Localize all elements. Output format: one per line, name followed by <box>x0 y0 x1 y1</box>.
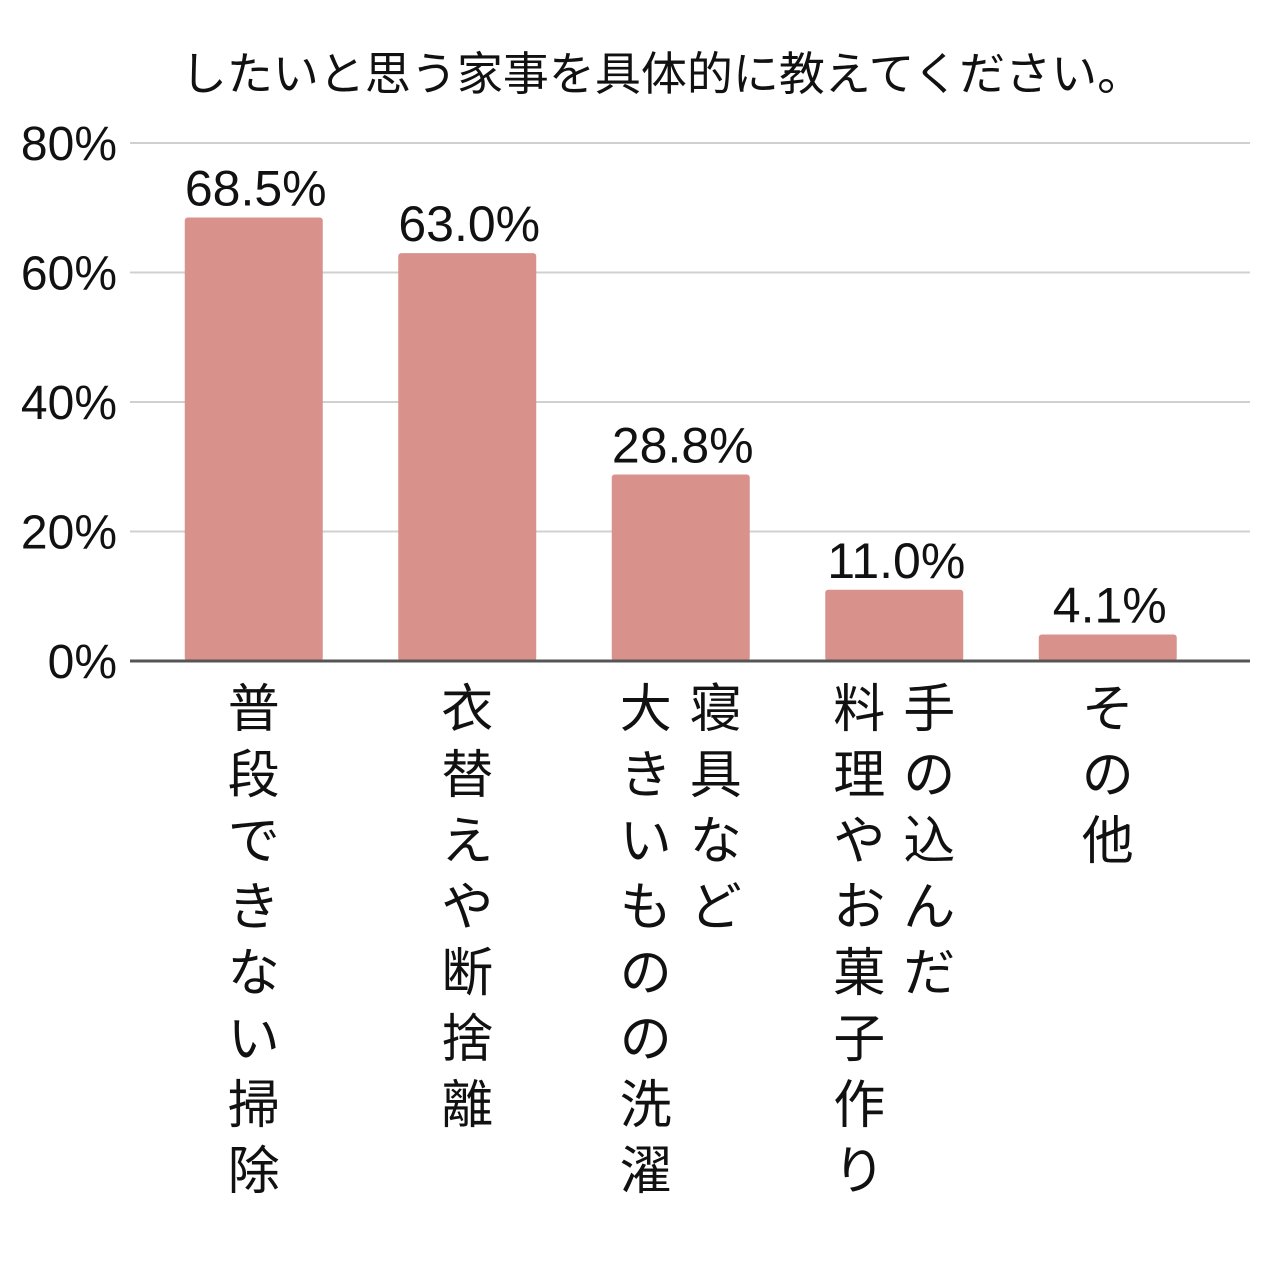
bars <box>184 217 1177 661</box>
category-label-char: き <box>228 878 280 938</box>
category-label-char: 込 <box>903 812 955 872</box>
category-label-char: の <box>1082 746 1134 806</box>
category-label-char: 普 <box>228 680 280 740</box>
bar <box>184 217 323 661</box>
category-label-char: 子 <box>833 1010 885 1070</box>
category-label: その他 <box>1082 680 1134 872</box>
category-label-char: い <box>228 1010 280 1070</box>
category-label-char: や <box>441 878 493 938</box>
category-label-char: で <box>228 812 280 872</box>
category-label-char: 料 <box>833 680 885 740</box>
category-label-char: り <box>833 1142 885 1202</box>
category-label-char: 作 <box>833 1076 885 1136</box>
category-label-char: な <box>690 812 742 872</box>
data-label: 4.1% <box>1053 577 1167 633</box>
category-label-char: い <box>620 812 672 872</box>
category-label-char: 衣 <box>441 680 493 740</box>
category-label-char: 除 <box>228 1142 280 1202</box>
category-label-char: 理 <box>833 746 885 806</box>
bar <box>825 589 964 661</box>
category-label-char: 菓 <box>833 944 885 1004</box>
data-label: 63.0% <box>398 196 540 252</box>
category-label-char: 大 <box>620 680 672 740</box>
category-label-char: な <box>228 944 280 1004</box>
y-tick-label: 0% <box>48 636 117 689</box>
data-label: 68.5% <box>185 160 327 216</box>
y-tick-label: 80% <box>21 118 117 171</box>
category-label-char: の <box>620 1010 672 1070</box>
bar <box>611 474 750 661</box>
category-label-char: 離 <box>441 1076 493 1136</box>
bar <box>1038 634 1177 661</box>
category-label-char: 寝 <box>690 680 742 740</box>
category-label-char: え <box>441 812 493 872</box>
value-labels: 68.5% 63.0% 28.8% 11.0% 4.1% <box>185 160 1167 633</box>
category-label-char: 替 <box>441 746 493 806</box>
y-tick-label: 60% <box>21 248 117 301</box>
category-label-char: き <box>620 746 672 806</box>
category-label-char: 捨 <box>441 1010 493 1070</box>
category-label-char: 他 <box>1082 812 1134 872</box>
category-label-char: ん <box>903 878 955 938</box>
y-tick-label: 40% <box>21 377 117 430</box>
category-labels: 普段できない掃除衣替えや断捨離寝具など大きいものの洗濯手の込んだ料理やお菓子作り… <box>228 680 1134 1202</box>
category-label-char: そ <box>1082 680 1134 740</box>
chart-title: したいと思う家事を具体的に教えてください。 <box>181 47 1143 101</box>
category-label-char: 洗 <box>620 1076 672 1136</box>
category-label-char: や <box>833 812 885 872</box>
category-label-char: 段 <box>228 746 280 806</box>
category-label-char: お <box>833 878 885 938</box>
data-label: 28.8% <box>612 418 754 474</box>
category-label-char: 断 <box>441 944 493 1004</box>
category-label-char: の <box>620 944 672 1004</box>
y-tick-label: 20% <box>21 507 117 560</box>
y-axis-ticks: 0% 20% 40% 60% 80% <box>21 118 117 689</box>
category-label-char: 濯 <box>620 1142 672 1202</box>
bar <box>398 253 537 661</box>
category-label-char: 具 <box>690 746 742 806</box>
category-label-char: ど <box>690 878 742 938</box>
category-label-char: の <box>903 746 955 806</box>
category-label-char: 掃 <box>228 1076 280 1136</box>
data-label: 11.0% <box>827 533 965 589</box>
category-label-char: 手 <box>903 680 955 740</box>
category-label-char: も <box>620 878 672 938</box>
category-label-char: だ <box>903 944 955 1004</box>
